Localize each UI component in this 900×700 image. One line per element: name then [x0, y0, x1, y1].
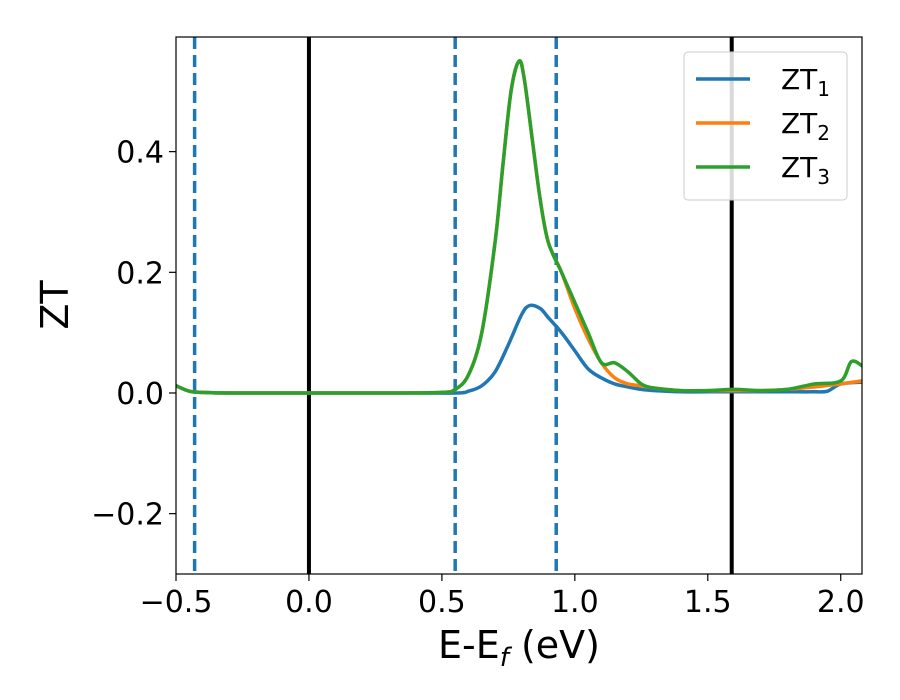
- y-axis-ticks: −0.2 0.0 0.2 0.4: [91, 136, 176, 533]
- legend-label-zt1: ZT1: [781, 63, 830, 101]
- x-tick-label: −0.5: [140, 585, 213, 620]
- x-tick-label: 1.0: [551, 585, 599, 620]
- x-axis-label-main: E-E: [438, 623, 500, 667]
- series-line-zt3: [176, 59, 862, 395]
- y-tick-label: 0.0: [116, 377, 164, 412]
- y-tick-label: −0.2: [91, 498, 164, 533]
- legend-label-zt2: ZT2: [781, 107, 830, 145]
- x-axis-label-unit: (eV): [509, 623, 600, 667]
- y-tick-label: 0.4: [116, 136, 164, 171]
- x-tick-label: 2.0: [817, 585, 865, 620]
- series-layer: [176, 59, 862, 395]
- series-line-zt1: [176, 303, 862, 395]
- legend: ZT1 ZT2 ZT3: [683, 51, 848, 201]
- x-axis-label: E-Ef (eV): [438, 623, 600, 673]
- x-tick-label: 0.0: [285, 585, 333, 620]
- legend-label-zt3: ZT3: [781, 151, 830, 189]
- x-tick-label: 0.5: [418, 585, 466, 620]
- x-tick-label: 1.5: [684, 585, 732, 620]
- y-axis-label: ZT: [33, 280, 77, 330]
- legend-box: [683, 51, 848, 201]
- plot-frame: [175, 36, 863, 575]
- vertical-reference-lines: [192, 37, 734, 574]
- y-tick-label: 0.2: [116, 256, 164, 291]
- x-axis-ticks: −0.5 0.0 0.5 1.0 1.5 2.0: [140, 574, 865, 620]
